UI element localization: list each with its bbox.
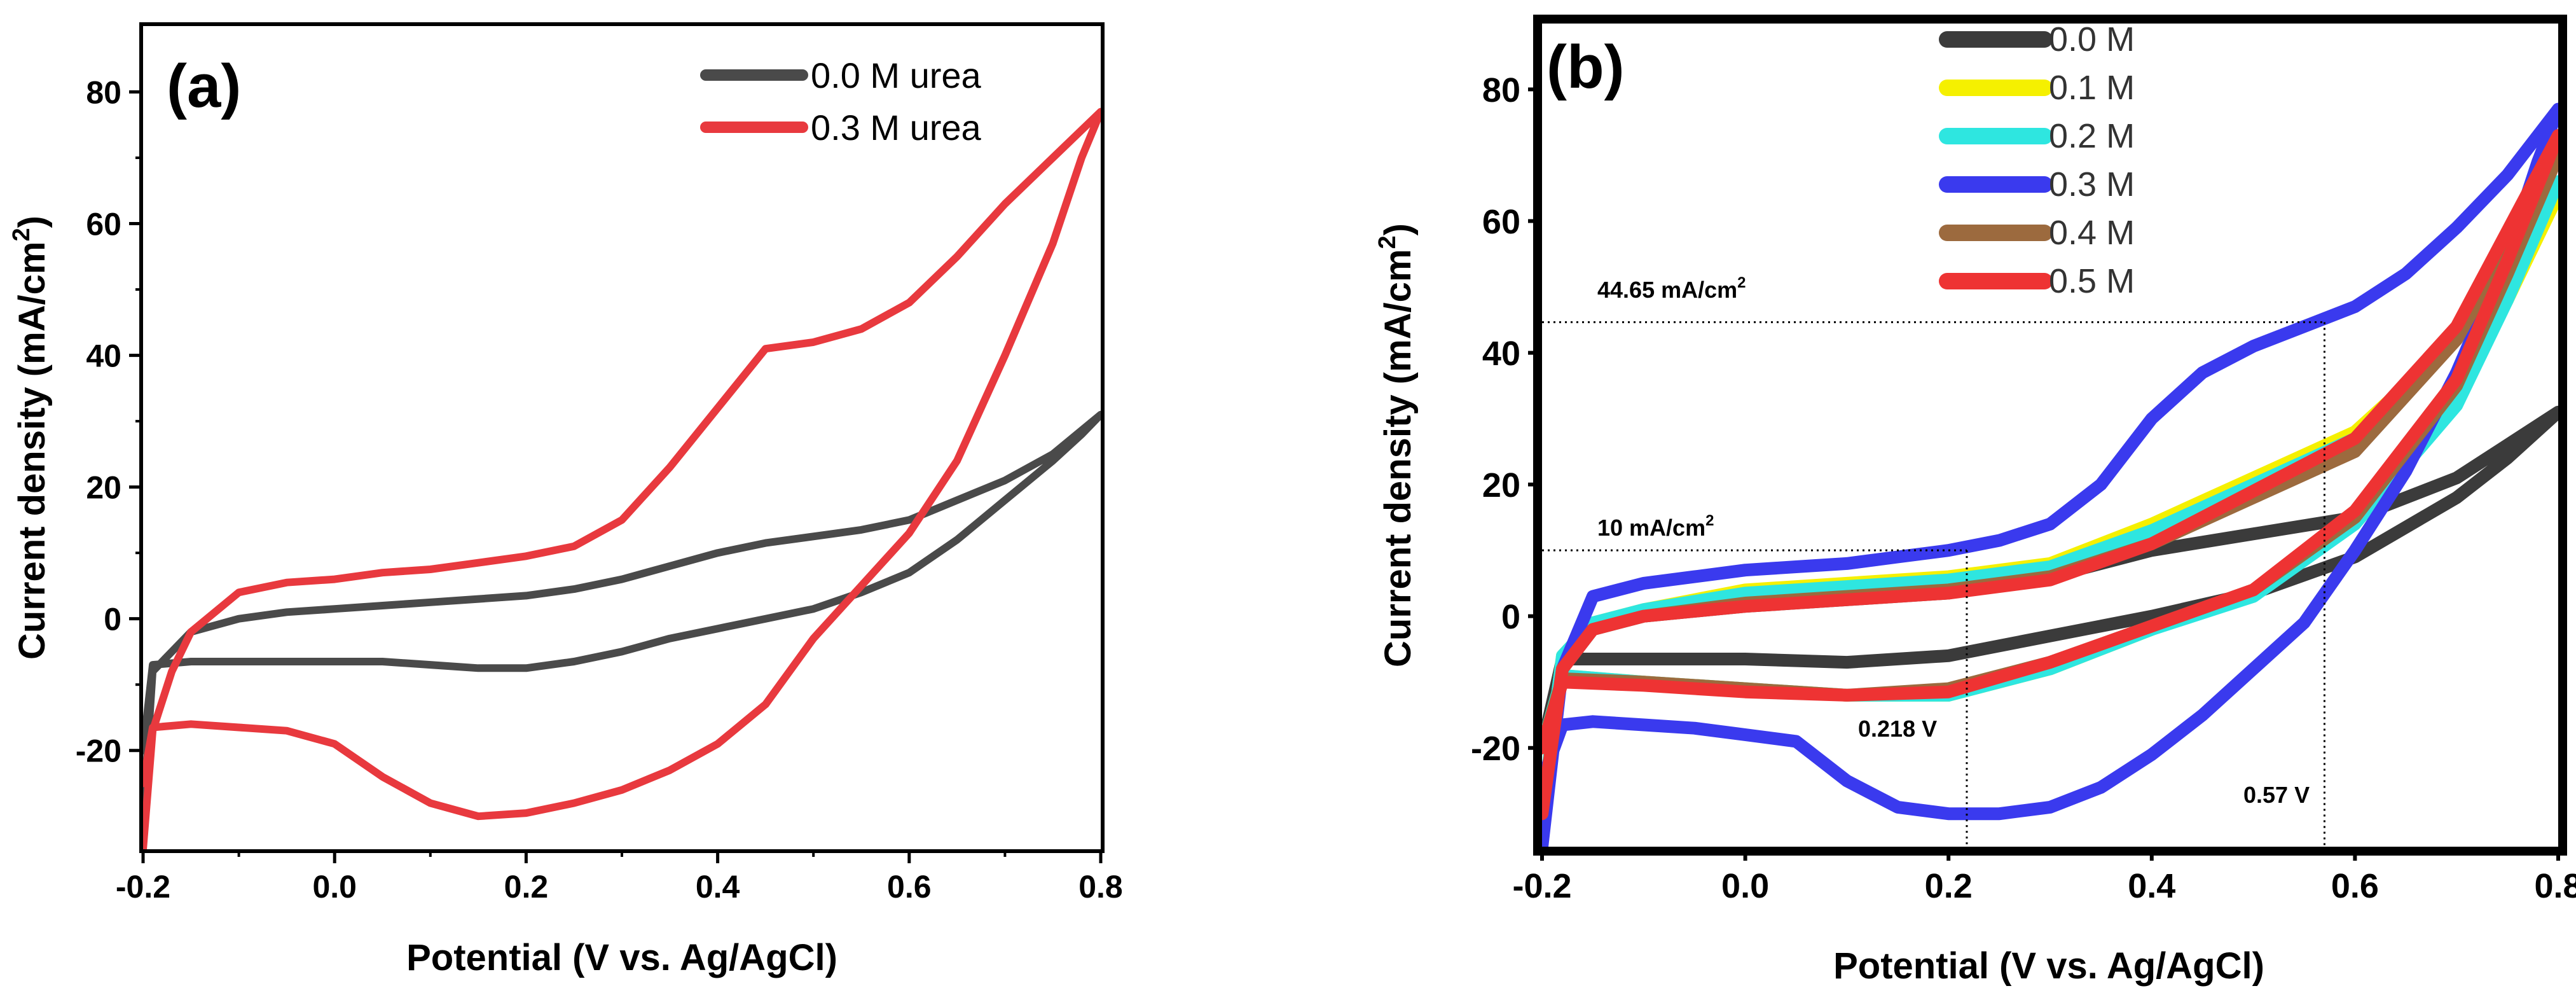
y-tick-label: 80 [86,75,121,111]
y-tick-label: 60 [1482,203,1520,241]
panel-b-y-axis-title: Current density (mA/cm2) [1374,223,1419,667]
x-tick-label: 0.6 [887,869,932,905]
legend-label-a-1: 0.3 M urea [811,108,982,148]
x-tick-label: -0.2 [1512,867,1571,905]
y-tick-label: 40 [1482,335,1520,373]
panel-a-label: (a) [167,52,241,120]
y-tick-label: -20 [76,733,121,769]
panel-b-legend: 0.0 M 0.1 M 0.2 M 0.3 M 0.4 M 0.5 M [1939,20,2135,300]
annotation-0-57-V: 0.57 V [2243,782,2310,808]
y-tick-label: 40 [86,338,121,374]
x-tick-label: 0.8 [2534,867,2576,905]
x-tick-label: -0.2 [116,869,170,905]
y-tick-label: -20 [1471,730,1520,768]
y-tick-label: 20 [86,470,121,506]
x-tick-label: 0.2 [1925,867,1973,905]
series-line-b-3 [1536,102,2565,853]
y-tick-label: 80 [1482,71,1520,109]
panel-b-label: (b) [1546,33,1625,101]
legend-label-b-3: 0.3 M [2049,165,2135,204]
panel-a-series [139,108,1105,853]
series-line-a-0 [139,410,1105,821]
legend-label-b-2: 0.2 M [2049,117,2135,155]
legend-label-b-5: 0.5 M [2049,262,2135,300]
legend-label-b-0: 0.0 M [2049,20,2135,59]
series-line-b-4 [1536,149,2565,821]
x-tick-label: 0.4 [696,869,740,905]
y-tick-label: 0 [104,602,121,637]
panel-b-y-ticks: -20 0 20 40 60 80 [1471,71,1542,768]
legend-label-a-0: 0.0 M urea [811,55,982,95]
x-tick-label: 0.8 [1078,869,1123,905]
x-tick-label: 0.2 [504,869,549,905]
panel-a-y-axis-title: Current density (mA/cm2) [8,216,53,660]
annotation-0-218-V: 0.218 V [1858,716,1937,742]
panel-b-reference-lines [1542,321,2325,847]
x-tick-label: 0.0 [1721,867,1769,905]
panel-a: -0.2 0.0 0.2 0.4 0.6 0.8 -20 0 20 40 60 80 (a) 0.0… [8,22,1123,978]
legend-label-b-4: 0.4 M [2049,214,2135,252]
annotation-44-65-mA: 44.65 mA/cm2 [1597,274,1746,303]
x-tick-label: 0.6 [2331,867,2379,905]
annotation-10-mA: 10 mA/cm2 [1597,512,1714,541]
series-line-a-1 [139,108,1105,853]
panel-a-x-axis-title: Potential (V vs. Ag/AgCl) [406,937,837,978]
panel-b-x-ticks: -0.2 0.0 0.2 0.4 0.6 0.8 [1512,847,2576,905]
panel-a-legend: 0.0 M urea 0.3 M urea [700,55,982,148]
y-tick-label: 20 [1482,466,1520,504]
y-tick-label: 60 [86,207,121,242]
panel-b-x-axis-title: Potential (V vs. Ag/AgCl) [1833,945,2264,987]
x-tick-label: 0.4 [2128,867,2175,905]
x-tick-label: 0.0 [312,869,357,905]
y-tick-label: 0 [1501,598,1520,636]
legend-label-b-1: 0.1 M [2049,69,2135,107]
panel-b: -0.2 0.0 0.2 0.4 0.6 0.8 -20 0 20 40 60 80 (b) 0.0… [1374,15,2576,987]
panel-a-y-ticks: -20 0 20 40 60 80 [76,75,143,769]
panel-a-x-ticks: -0.2 0.0 0.2 0.4 0.6 0.8 [116,849,1123,905]
